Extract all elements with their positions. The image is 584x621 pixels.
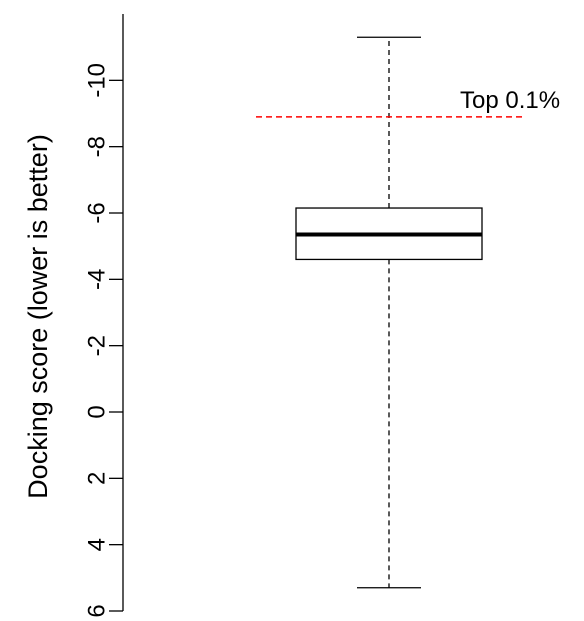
plot-area: Top 0.1%: [256, 36, 560, 589]
y-tick-label: 6: [84, 604, 111, 617]
y-tick-label: -4: [84, 269, 111, 290]
y-tick-label: 2: [84, 472, 111, 485]
reference-line-label: Top 0.1%: [460, 87, 560, 114]
y-tick-label: -10: [84, 63, 111, 98]
y-tick-label: -2: [84, 335, 111, 356]
y-tick-label: -8: [84, 136, 111, 157]
y-tick-label: 0: [84, 405, 111, 418]
y-tick-label: -6: [84, 202, 111, 223]
y-tick-label: 4: [84, 538, 111, 551]
y-axis-title: Docking score (lower is better): [23, 134, 53, 499]
y-axis: 6 4 2 0 -2 -4 -6 -8 -10: [84, 14, 124, 618]
